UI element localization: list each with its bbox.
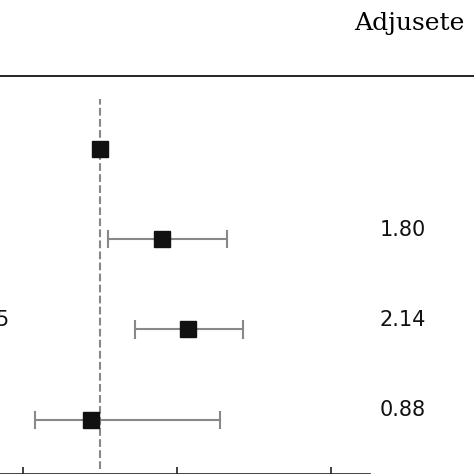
Text: 0.88: 0.88 xyxy=(379,400,425,420)
Text: 1.80: 1.80 xyxy=(379,219,426,239)
Text: 2.14: 2.14 xyxy=(379,310,426,330)
Text: 5: 5 xyxy=(0,310,9,330)
Text: Adjusete: Adjusete xyxy=(354,12,465,35)
